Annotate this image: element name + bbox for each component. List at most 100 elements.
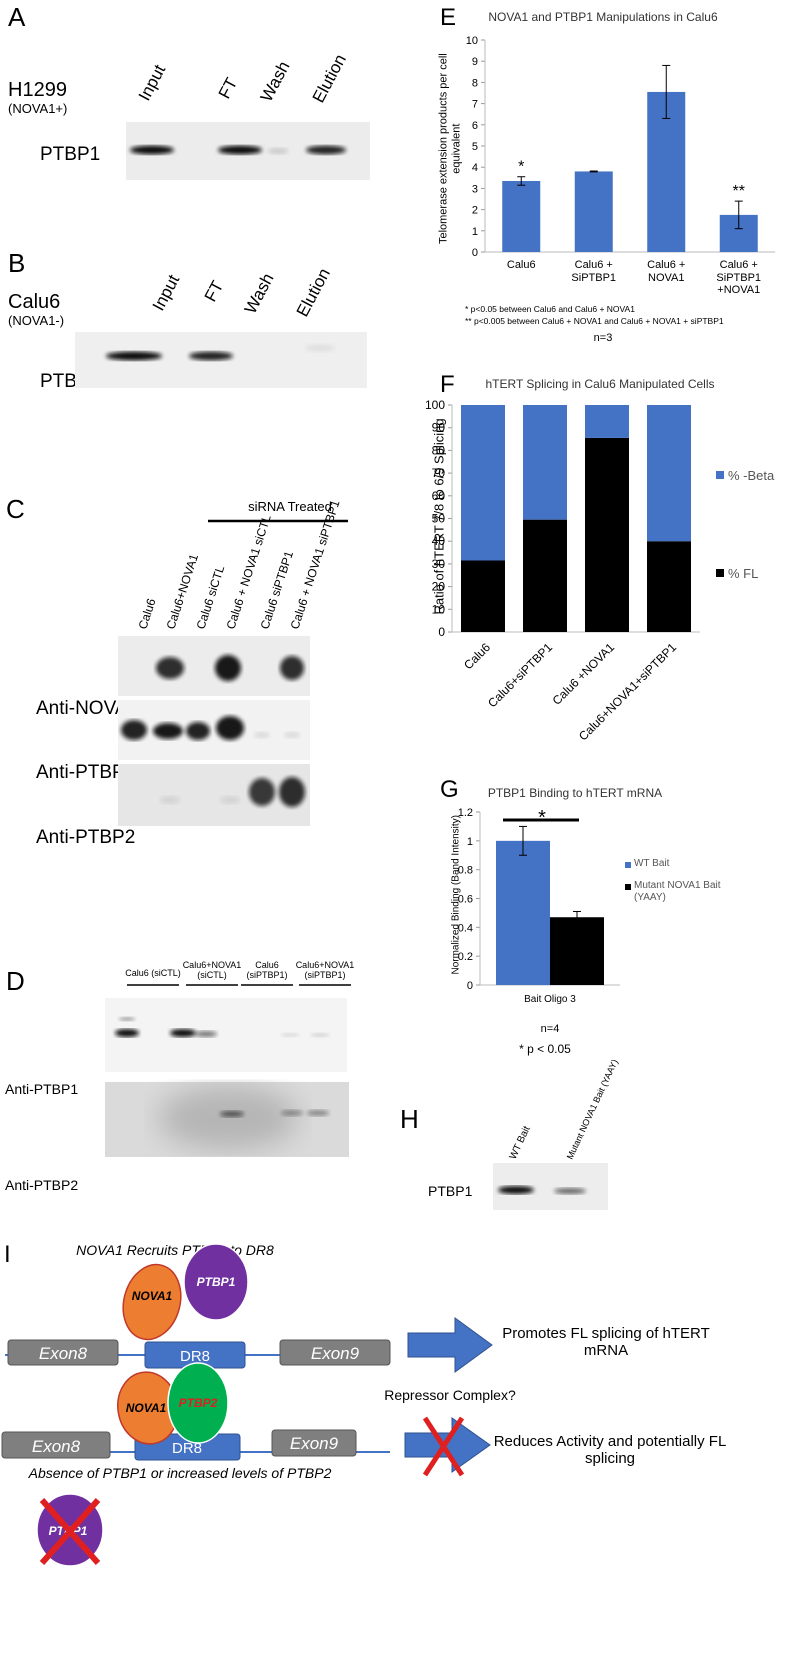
group-label: Calu6 (siCTL) xyxy=(125,968,181,978)
bar-segment xyxy=(461,405,505,561)
error-bar xyxy=(517,176,526,186)
p-value-note: * p < 0.05 xyxy=(519,1042,571,1056)
blot-label: Anti-NOVA1 xyxy=(36,698,138,719)
panel-label: F xyxy=(440,371,455,398)
blot-label: Anti-PTBP1 xyxy=(5,1081,78,1097)
blot-band xyxy=(254,732,270,738)
exon-box xyxy=(7,1339,119,1366)
blot-band xyxy=(311,1033,329,1037)
lane-label: Wash xyxy=(241,270,278,317)
y-tick-label: 3 xyxy=(472,183,478,195)
protein-label: NOVA1 xyxy=(132,1289,173,1303)
blot-band xyxy=(186,722,210,740)
exon-label: Exon8 xyxy=(32,1437,81,1456)
bar xyxy=(574,171,613,252)
lane-label: Calu6 + NOVA1 siPTBP1 xyxy=(288,498,343,631)
sample-size: n=4 xyxy=(541,1023,560,1035)
blot-band xyxy=(130,145,174,155)
lane-label: Elution xyxy=(309,51,350,106)
legend-label: WT Bait xyxy=(634,858,670,869)
bar-segment xyxy=(461,560,505,632)
legend-swatch xyxy=(625,862,631,868)
y-tick-label: 100 xyxy=(425,398,445,412)
exon-box xyxy=(279,1339,391,1366)
legend-swatch xyxy=(625,884,631,890)
cell-status: (NOVA1-) xyxy=(8,313,64,328)
panel-label: C xyxy=(6,494,25,524)
region-label: DR8 xyxy=(180,1348,210,1365)
outcome: Promotes FL splicing of hTERT mRNA xyxy=(502,1325,710,1360)
y-tick-label: 2 xyxy=(472,205,478,217)
blot-band xyxy=(305,344,335,352)
panel-label: D xyxy=(6,966,25,996)
y-tick-label: 1 xyxy=(472,226,478,238)
cross xyxy=(39,1498,101,1565)
bar xyxy=(502,180,541,252)
panel-label: H xyxy=(400,1104,419,1134)
lane-label: Calu6 xyxy=(136,596,159,630)
legend-swatch xyxy=(716,471,724,479)
blot-band xyxy=(306,145,346,155)
blot-band xyxy=(218,145,262,155)
x-tick-label: Calu6 xyxy=(461,640,493,672)
y-tick-label: 7 xyxy=(472,99,478,111)
error-bar xyxy=(519,825,527,856)
y-tick-label: 90 xyxy=(432,421,446,435)
sample-size: n=3 xyxy=(594,332,613,344)
blot-band xyxy=(268,148,288,154)
blot-smear xyxy=(158,1086,298,1150)
y-tick-label: 1.2 xyxy=(458,807,473,819)
bar xyxy=(550,917,604,985)
panel-label: B xyxy=(8,248,25,278)
blot-band xyxy=(280,656,304,680)
y-tick-label: 0 xyxy=(467,980,473,992)
cross xyxy=(422,1416,465,1477)
x-tick-label: Calu6 + NOVA1 xyxy=(647,259,686,284)
arrow xyxy=(404,1417,491,1473)
exon-box xyxy=(1,1431,111,1459)
y-tick-label: 60 xyxy=(432,489,446,503)
blot-band xyxy=(498,1186,534,1194)
bar-segment xyxy=(647,405,691,542)
x-tick-label: Calu6 +NOVA1 xyxy=(550,640,618,708)
group-label: Calu6 (siPTBP1) xyxy=(246,960,288,981)
y-tick-label: 1 xyxy=(467,836,473,848)
y-tick-label: 8 xyxy=(472,77,478,89)
blot-label: PTBP1 xyxy=(428,1183,473,1199)
panel-label: A xyxy=(8,2,26,32)
lane-label: FT xyxy=(215,75,242,102)
blot-band xyxy=(156,657,184,679)
cell-line: H1299 xyxy=(8,79,67,101)
blot xyxy=(118,764,310,826)
panel-label: E xyxy=(440,4,456,31)
protein-label: NOVA1 xyxy=(126,1401,167,1415)
y-tick-label: 0.8 xyxy=(458,865,473,877)
blot-band xyxy=(189,351,233,361)
blot-band xyxy=(220,796,240,804)
outcome: Reduces Activity and potentially FL spli… xyxy=(493,1433,727,1468)
legend-label: % -Beta xyxy=(728,468,775,483)
y-tick-label: 10 xyxy=(466,35,478,47)
y-tick-label: 10 xyxy=(432,602,446,616)
blot-band xyxy=(119,1017,135,1021)
chart-title: NOVA1 and PTBP1 Manipulations in Calu6 xyxy=(488,10,718,24)
exon-label: Exon8 xyxy=(39,1344,88,1363)
legend-label: Mutant NOVA1 Bait (YAAY) xyxy=(634,880,721,903)
cell-status: (NOVA1+) xyxy=(8,101,67,116)
protein-label: PTBP2 xyxy=(179,1396,218,1410)
blot xyxy=(118,700,310,760)
bar-segment xyxy=(523,519,567,632)
x-tick-label: Calu6+siPTBP1 xyxy=(485,640,555,710)
chart-title: hTERT Splicing in Calu6 Manipulated Cell… xyxy=(485,377,714,391)
bar-segment xyxy=(585,437,629,632)
blot-label: Anti-PTBP2 xyxy=(36,827,135,848)
lane-label: Input xyxy=(149,271,184,314)
y-tick-label: 0 xyxy=(472,247,478,259)
y-tick-label: 0.2 xyxy=(458,951,473,963)
blot-band xyxy=(281,1033,299,1037)
protein-label: PTBP1 xyxy=(197,1275,236,1289)
chart-title: PTBP1 Binding to hTERT mRNA xyxy=(488,786,662,800)
lane-label: Wash xyxy=(257,58,294,105)
